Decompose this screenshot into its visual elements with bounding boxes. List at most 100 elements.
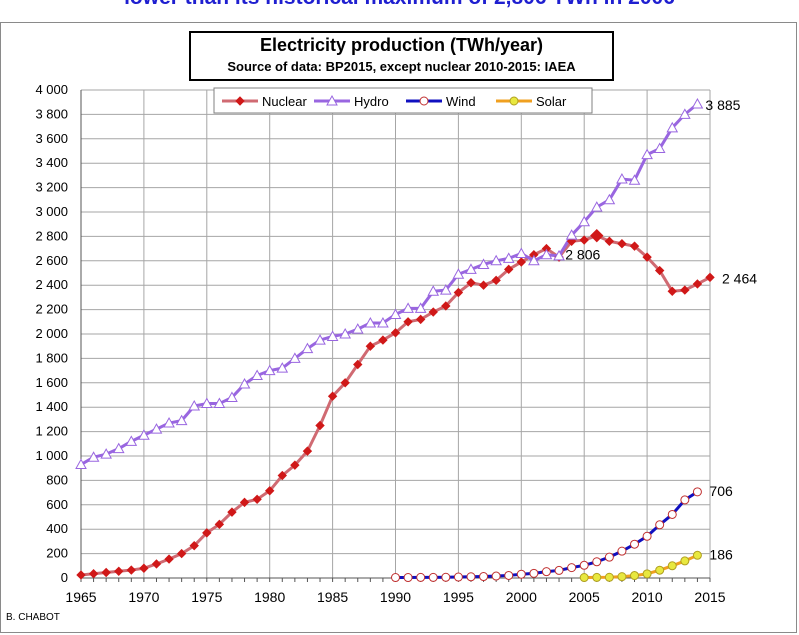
wind-point bbox=[630, 539, 640, 549]
nuclear-point bbox=[126, 565, 137, 575]
nuclear-point bbox=[667, 286, 677, 297]
nuclear-point bbox=[189, 540, 199, 551]
hydro-point bbox=[238, 377, 251, 389]
wind-point bbox=[617, 546, 627, 556]
hydro-point bbox=[112, 442, 125, 454]
wind-point bbox=[680, 495, 690, 505]
nuclear-point bbox=[214, 519, 225, 530]
x-tick-label: 2000 bbox=[506, 589, 537, 605]
nuclear-point bbox=[290, 460, 300, 470]
nuclear-point bbox=[466, 278, 476, 288]
hydro-point bbox=[477, 258, 490, 269]
hydro-point bbox=[641, 148, 653, 160]
wind-point bbox=[579, 560, 589, 570]
hydro-point bbox=[515, 247, 528, 258]
solar-point bbox=[630, 571, 640, 581]
series-markers bbox=[75, 98, 715, 583]
x-tick-label: 2015 bbox=[694, 589, 725, 605]
legend-nuclear-marker bbox=[235, 96, 245, 106]
hydro-point bbox=[150, 423, 163, 434]
wind-point bbox=[529, 568, 539, 578]
hydro-point bbox=[289, 352, 301, 363]
y-tick-label: 2 600 bbox=[35, 253, 68, 268]
y-tick-label: 2 400 bbox=[35, 277, 68, 292]
nuclear-point bbox=[654, 265, 665, 276]
nuclear-point bbox=[428, 307, 438, 317]
nuclear-point bbox=[441, 301, 451, 311]
wind-point bbox=[491, 571, 501, 581]
nuclear-point bbox=[315, 420, 325, 431]
hydro-point bbox=[590, 201, 603, 212]
hydro-point bbox=[502, 252, 515, 263]
hydro-point bbox=[100, 448, 113, 459]
nuclear-point bbox=[705, 272, 715, 283]
wind-point bbox=[541, 567, 551, 577]
hydro-point bbox=[414, 302, 427, 313]
nuclear-point bbox=[353, 359, 363, 370]
legend-nuclear-label: Nuclear bbox=[262, 94, 307, 109]
wind-point bbox=[453, 572, 463, 582]
x-tick-label: 2010 bbox=[632, 589, 663, 605]
nuclear-point bbox=[88, 569, 99, 579]
hydro-point bbox=[439, 284, 452, 295]
data-label: 2 464 bbox=[722, 270, 757, 286]
y-tick-label: 400 bbox=[46, 521, 68, 536]
nuclear-point bbox=[604, 236, 615, 246]
solar-point bbox=[642, 569, 652, 579]
nuclear-point bbox=[277, 470, 287, 481]
hydro-line bbox=[80, 102, 699, 466]
hydro-point bbox=[578, 215, 591, 227]
data-label: 2 806 bbox=[565, 247, 600, 263]
hydro-point bbox=[263, 364, 276, 376]
hydro-point bbox=[339, 327, 352, 339]
y-tick-label: 1 600 bbox=[35, 375, 68, 390]
hydro-point bbox=[364, 316, 377, 328]
nuclear-point bbox=[139, 563, 149, 573]
solar-point bbox=[667, 561, 677, 571]
y-tick-label: 2 800 bbox=[35, 228, 68, 243]
legend-wind-marker bbox=[419, 96, 429, 106]
data-label: 186 bbox=[709, 546, 733, 562]
hydro-point bbox=[175, 414, 188, 426]
y-tick-label: 1 200 bbox=[35, 424, 68, 439]
wind-point bbox=[403, 573, 413, 583]
hydro-point bbox=[628, 174, 641, 185]
y-tick-label: 3 600 bbox=[35, 131, 68, 146]
hydro-point bbox=[87, 451, 100, 462]
x-tick-labels: 1965 1970 1975 1980 1985 1990 1995 2000 2005 2010… bbox=[65, 589, 725, 605]
y-tick-label: 1 400 bbox=[35, 399, 68, 414]
x-tick-label: 2005 bbox=[569, 589, 600, 605]
y-tick-label: 2 200 bbox=[35, 302, 68, 317]
nuclear-point bbox=[403, 317, 413, 327]
hydro-point bbox=[427, 285, 440, 296]
hydro-point bbox=[188, 399, 201, 411]
x-tick-label: 1990 bbox=[380, 589, 411, 605]
nuclear-point bbox=[239, 497, 250, 508]
nuclear-point bbox=[680, 285, 690, 295]
nuclear-point bbox=[227, 507, 237, 517]
y-tick-label: 800 bbox=[46, 472, 68, 487]
y-tick-label: 600 bbox=[46, 497, 68, 512]
wind-point bbox=[428, 572, 438, 582]
nuclear-point bbox=[252, 494, 262, 505]
hydro-point bbox=[528, 254, 540, 266]
hydro-point bbox=[565, 229, 578, 240]
hydro-point bbox=[616, 173, 628, 184]
y-tick-label: 1 000 bbox=[35, 448, 68, 463]
wind-point bbox=[554, 565, 564, 575]
hydro-point bbox=[326, 330, 339, 341]
hydro-point bbox=[138, 429, 150, 440]
hydro-point bbox=[402, 302, 414, 313]
wind-point bbox=[604, 552, 614, 562]
x-tick-label: 1995 bbox=[443, 589, 474, 605]
y-tick-label: 3 800 bbox=[35, 106, 68, 121]
hydro-point bbox=[465, 263, 477, 274]
wind-point bbox=[667, 509, 677, 519]
solar-line bbox=[584, 553, 699, 580]
y-tick-labels: 0 200 400 600 800 1 000 1 200 1 400 1 600 1 800 2 … bbox=[35, 82, 68, 585]
hydro-point bbox=[653, 142, 666, 154]
nuclear-point bbox=[302, 446, 313, 456]
solar-point bbox=[692, 550, 702, 560]
y-tick-label: 1 800 bbox=[35, 350, 68, 365]
